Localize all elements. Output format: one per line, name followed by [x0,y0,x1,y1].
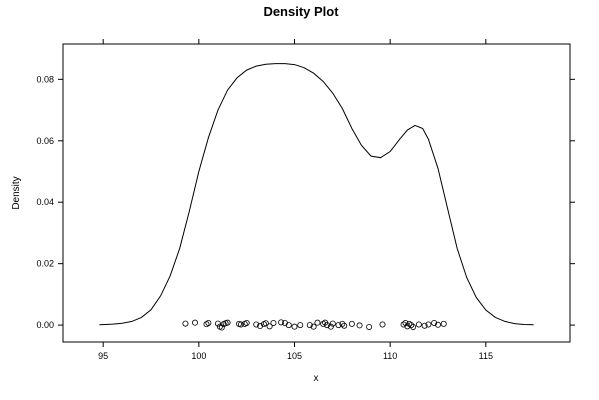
y-axis-label: Density [11,176,22,209]
rug-point [253,321,260,328]
rug-point [314,319,321,326]
rug-point [310,323,317,330]
plot-frame [62,43,571,343]
y-tick-label: 0.00 [36,320,54,330]
y-tick-label: 0.04 [36,197,54,207]
rug-point [278,319,285,326]
rug-point [348,320,355,327]
rug-point [205,319,212,326]
rug-point [270,319,277,326]
rug-point [356,322,363,329]
x-tick-label: 105 [287,351,302,361]
rug-point [400,321,407,328]
y-tick-label: 0.02 [36,259,54,269]
y-tick-label: 0.08 [36,74,54,84]
y-tick-label: 0.06 [36,136,54,146]
rug-point [306,322,313,329]
rug-point [335,322,342,329]
rug-point [297,322,304,329]
rug-point [291,323,298,330]
rug-point [192,319,199,326]
x-axis-label: x [314,373,319,384]
rug-point [408,322,415,329]
x-tick-label: 110 [383,351,397,361]
rug-points-layer [182,319,447,331]
axis-ticks: 95 100 105 110 115 0.00 0.02 0.04 0.06 0.08 [36,39,575,361]
rug-point [402,319,409,326]
rug-point [218,324,225,331]
density-curve-layer [99,63,534,326]
rug-point [415,321,422,328]
rug-point [237,321,244,328]
rug-point [262,320,269,327]
x-tick-label: 100 [191,351,206,361]
rug-point [224,319,231,326]
rug-point [339,320,346,327]
rug-point [431,319,438,326]
rug-point [366,323,373,330]
rug-point [379,321,386,328]
rug-point [285,322,292,329]
rug-point [425,321,432,328]
rug-point [410,323,417,330]
rug-point [341,322,348,329]
rug-point [440,320,447,327]
x-tick-label: 115 [479,351,493,361]
rug-point [182,320,189,327]
rug-point [324,322,331,329]
rug-point [243,319,250,326]
density-curve [99,63,534,326]
rug-point [266,323,273,330]
chart-title: Density Plot [263,4,339,19]
rug-point [214,320,221,327]
rug-point [434,321,441,328]
x-tick-label: 95 [98,351,108,361]
rug-point [329,320,336,327]
rug-point [327,323,334,330]
rug-point [257,323,264,330]
rug-point [421,322,428,329]
